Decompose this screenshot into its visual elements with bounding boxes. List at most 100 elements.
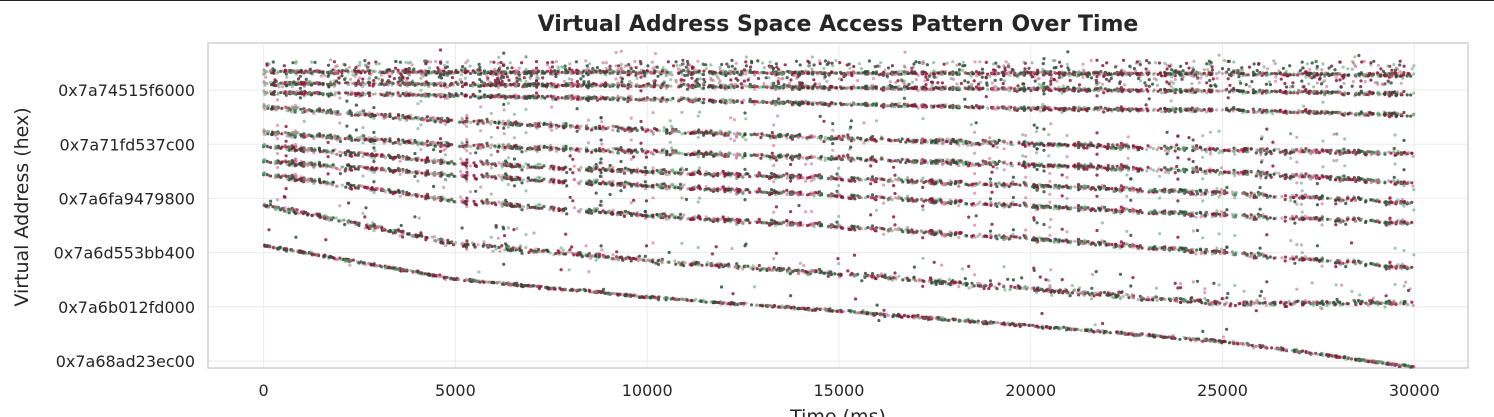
data-point <box>943 202 947 206</box>
data-point <box>664 185 668 189</box>
data-point <box>415 171 419 175</box>
data-point <box>1094 270 1098 274</box>
data-point <box>1270 346 1274 350</box>
data-point <box>705 260 710 265</box>
data-point <box>953 281 957 285</box>
data-point <box>813 308 818 312</box>
data-point <box>644 199 649 203</box>
data-point <box>619 189 623 193</box>
data-point <box>1241 251 1245 255</box>
data-point <box>312 165 316 169</box>
data-point <box>571 171 575 175</box>
data-point <box>1021 286 1025 290</box>
data-point <box>901 230 905 234</box>
data-point <box>810 209 814 214</box>
data-point <box>1225 296 1229 300</box>
data-point <box>930 228 934 232</box>
data-point <box>1035 167 1039 172</box>
data-point <box>479 185 483 189</box>
data-point <box>440 197 444 201</box>
data-point <box>957 318 961 322</box>
data-point <box>1325 259 1330 263</box>
data-point <box>807 273 811 277</box>
data-point <box>353 167 357 171</box>
data-point <box>548 180 552 184</box>
data-point <box>1300 210 1304 214</box>
data-point <box>1219 247 1224 251</box>
data-point <box>1393 246 1397 250</box>
data-point <box>372 191 376 195</box>
data-point <box>929 277 933 282</box>
data-point <box>637 254 642 258</box>
data-point <box>755 303 759 307</box>
data-point <box>1306 257 1310 261</box>
data-point <box>989 203 993 207</box>
data-point <box>1009 234 1013 238</box>
data-point <box>525 206 530 210</box>
data-point <box>1387 223 1392 227</box>
data-point <box>597 252 602 256</box>
data-point <box>609 291 613 296</box>
data-point <box>1011 322 1015 326</box>
data-point <box>898 196 903 200</box>
data-point <box>870 175 875 179</box>
data-point <box>265 244 269 248</box>
data-point <box>1246 342 1250 346</box>
data-point <box>436 171 440 175</box>
data-point <box>325 215 329 219</box>
data-point <box>411 271 415 275</box>
data-point <box>323 253 327 257</box>
data-point <box>870 224 875 228</box>
data-points <box>262 48 1416 369</box>
data-point <box>559 268 563 272</box>
data-point <box>1225 245 1229 249</box>
data-point <box>658 182 663 187</box>
data-point <box>1049 217 1053 222</box>
data-point <box>372 223 376 227</box>
data-point <box>1049 290 1053 294</box>
data-point <box>1392 362 1396 366</box>
data-point <box>533 178 537 182</box>
data-point <box>375 263 379 268</box>
data-point <box>874 208 879 212</box>
data-point <box>473 176 477 180</box>
data-point <box>1195 248 1199 252</box>
data-point <box>1350 289 1354 294</box>
data-point <box>1095 194 1099 198</box>
data-point <box>1227 341 1231 345</box>
data-point <box>302 178 306 182</box>
data-point <box>780 304 784 308</box>
data-point <box>1315 302 1319 307</box>
data-point <box>815 221 820 225</box>
data-point <box>430 235 434 239</box>
data-point <box>590 183 594 187</box>
data-point <box>1189 300 1193 304</box>
data-point <box>725 302 729 306</box>
data-point <box>278 245 282 249</box>
data-point <box>967 264 971 268</box>
data-point <box>438 237 442 242</box>
data-point <box>263 244 267 248</box>
data-point <box>1128 245 1133 249</box>
data-point <box>850 271 854 276</box>
data-point <box>1055 240 1059 244</box>
data-point <box>850 224 854 228</box>
data-point <box>1240 341 1244 345</box>
data-point <box>958 281 963 285</box>
data-point <box>1002 285 1006 289</box>
data-point <box>697 185 702 189</box>
data-point <box>1070 291 1074 295</box>
data-point <box>1364 220 1368 225</box>
data-point <box>1111 292 1115 296</box>
data-point <box>506 226 510 230</box>
data-point <box>1150 334 1154 338</box>
data-point <box>817 267 822 271</box>
data-point <box>892 215 896 219</box>
data-point <box>749 266 753 270</box>
data-point <box>924 198 928 202</box>
data-point <box>642 295 646 299</box>
data-point <box>767 266 771 270</box>
data-point <box>868 195 872 199</box>
data-point <box>518 247 522 251</box>
data-point <box>1233 283 1237 287</box>
